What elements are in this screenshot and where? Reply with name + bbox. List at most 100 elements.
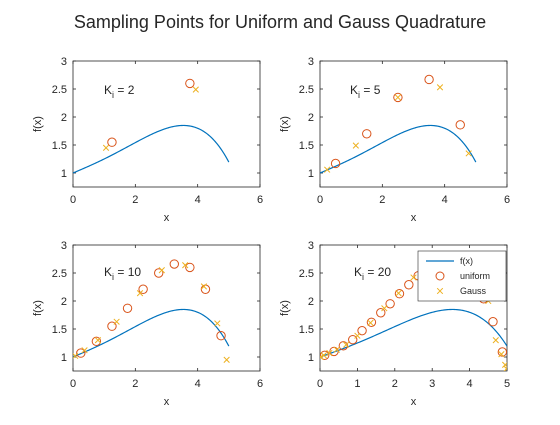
y-tick-label: 3: [61, 56, 67, 68]
uniform-point: [107, 321, 117, 331]
uniform-point: [76, 348, 86, 358]
plot-area: [73, 259, 230, 363]
y-axis-label: f(x): [279, 300, 291, 316]
uniform-point: [497, 347, 507, 357]
y-tick-label: 2.5: [52, 84, 67, 96]
legend-box: [417, 250, 507, 302]
gauss-point: [113, 318, 120, 325]
panel-label-value: = 5: [360, 83, 381, 97]
y-tick-label: 3: [61, 240, 67, 252]
panel-label-subscript: i: [112, 272, 114, 282]
panel-label: Ki = 20: [354, 265, 391, 282]
y-tick-label: 2: [61, 112, 67, 124]
y-tick-label: 2: [308, 296, 314, 308]
gauss-point: [354, 332, 361, 339]
x-axis-label: x: [411, 396, 417, 408]
x-tick-label: 4: [195, 194, 201, 206]
gauss-point: [214, 320, 221, 327]
panel-label-subscript: i: [358, 90, 360, 100]
y-axis-label: f(x): [279, 116, 291, 132]
panel-label-main: K: [350, 83, 358, 97]
x-tick-label: 4: [442, 194, 448, 206]
gauss-point: [498, 351, 505, 358]
y-tick-label: 1: [308, 352, 314, 364]
panel-label-value: = 10: [114, 265, 141, 279]
gauss-point: [436, 84, 444, 91]
panel-label: Ki = 10: [104, 265, 141, 282]
uniform-point: [404, 280, 414, 290]
uniform-point: [91, 336, 102, 347]
gauss-point: [223, 356, 230, 363]
uniform-point: [424, 74, 434, 85]
panel-label-main: K: [104, 265, 112, 279]
uniform-point: [154, 268, 164, 278]
y-tick-label: 2.5: [299, 84, 314, 96]
uniform-point: [394, 289, 405, 299]
gauss-point: [367, 319, 374, 326]
gauss-point: [320, 353, 324, 361]
x-tick-label: 2: [379, 194, 385, 206]
x-tick-label: 6: [257, 378, 263, 390]
gauss-point: [394, 94, 402, 101]
y-tick-label: 2: [308, 112, 314, 124]
x-axis-label: x: [411, 212, 417, 224]
x-axis-label: x: [164, 396, 170, 408]
gauss-point: [503, 365, 507, 371]
y-tick-label: 1: [308, 168, 314, 180]
gauss-point: [465, 150, 472, 157]
gauss-point: [324, 166, 331, 173]
x-tick-label: 6: [257, 194, 263, 206]
fx-curve-line: [73, 308, 230, 358]
fx-curve-line: [320, 124, 477, 174]
gauss-point: [381, 305, 388, 312]
gauss-point: [158, 267, 165, 274]
x-tick-label: 0: [70, 378, 76, 390]
x-axis-label: x: [164, 212, 170, 224]
legend-label: uniform: [460, 271, 490, 281]
uniform-point: [185, 262, 195, 273]
y-tick-label: 3: [308, 56, 314, 68]
x-tick-label: 3: [429, 378, 435, 390]
x-tick-label: 2: [392, 378, 398, 390]
subplot-panel: 0 2 4 6 1 1.5 2 2.5 3 x f(x) Ki = 2: [32, 56, 263, 224]
y-tick-label: 2: [61, 296, 67, 308]
x-tick-label: 2: [132, 378, 138, 390]
gauss-point: [73, 352, 79, 360]
uniform-point: [320, 350, 330, 361]
legend-circle-swatch: [435, 271, 445, 281]
gauss-point: [81, 347, 88, 354]
plot-axes-box: [319, 60, 508, 188]
panel-label-subscript: i: [362, 272, 364, 282]
legend: f(x) uniform Gauss: [417, 250, 507, 302]
x-tick-label: 0: [317, 378, 323, 390]
panel-label: Ki = 2: [104, 83, 135, 100]
gauss-point: [94, 337, 102, 344]
plot-area: [73, 78, 230, 174]
gauss-point: [410, 274, 417, 281]
gauss-point: [501, 361, 507, 368]
panel-label-value: = 2: [114, 83, 135, 97]
fx-curve-line: [320, 308, 507, 358]
gauss-point: [320, 352, 327, 359]
y-tick-label: 2.5: [52, 268, 67, 280]
uniform-point: [488, 317, 498, 327]
x-tick-label: 5: [504, 378, 510, 390]
plot-area: [320, 74, 477, 174]
uniform-point: [122, 303, 133, 313]
x-tick-label: 6: [504, 194, 510, 206]
legend-cross-swatch: [436, 287, 444, 295]
uniform-point: [455, 120, 465, 130]
uniform-point: [169, 259, 179, 269]
y-tick-label: 1.5: [52, 140, 67, 152]
y-axis-label: f(x): [32, 300, 44, 316]
gauss-point: [200, 283, 208, 290]
gauss-point: [333, 346, 340, 353]
y-axis-label: f(x): [32, 116, 44, 132]
panel-label-main: K: [354, 265, 362, 279]
x-tick-label: 0: [317, 194, 323, 206]
subplot-panel: 0 2 4 6 1 1.5 2 2.5 3 x f(x) Ki = 5: [279, 56, 510, 224]
gauss-point: [192, 86, 199, 93]
panel-label-value: = 20: [364, 265, 391, 279]
uniform-point: [362, 129, 372, 139]
